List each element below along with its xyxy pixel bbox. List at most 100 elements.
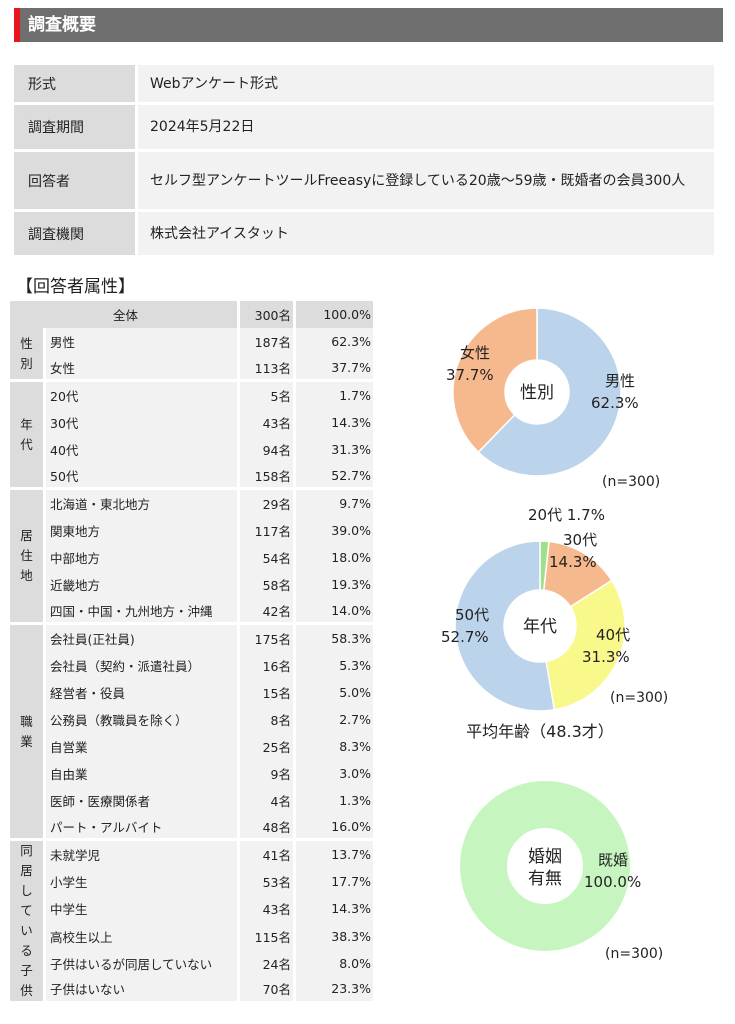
row-pct: 1.7% — [293, 382, 373, 409]
slice-value-label: 14.3% — [549, 553, 597, 571]
row-count: 43名 — [237, 409, 293, 436]
table-row: 関東地方 117名 39.0% — [10, 517, 373, 544]
sample-size-note: (n=300) — [605, 946, 663, 962]
table-row: 近畿地方 58名 19.3% — [10, 571, 373, 598]
row-label: 中部地方 — [46, 544, 237, 571]
row-label: 高校生以上 — [46, 922, 237, 950]
slice-value-label: 52.7% — [441, 628, 489, 646]
slice-value-label: 62.3% — [591, 394, 639, 412]
row-pct: 14.0% — [293, 598, 373, 625]
row-label: パート・アルバイト — [46, 814, 237, 841]
row-count: 24名 — [237, 949, 293, 977]
row-pct: 16.0% — [293, 814, 373, 841]
row-label: 30代 — [46, 409, 237, 436]
table-row: 自営業 25名 8.3% — [10, 733, 373, 760]
row-label: 子供はいない — [46, 976, 237, 1004]
slice-label: 20代 1.7% — [528, 506, 605, 524]
group-label-text: 年代 — [20, 416, 33, 452]
row-pct: 39.0% — [293, 517, 373, 544]
row-pct: 8.0% — [293, 949, 373, 977]
donut-charts: 性別 男性 62.3% 女性 37.7% (n=300) 年代 20代 1.7% 30代 14.3… — [441, 307, 668, 962]
row-pct: 37.7% — [293, 355, 373, 382]
overview-row: 回答者 セルフ型アンケートツールFreeasyに登録している20歳～59歳・既婚… — [14, 152, 714, 212]
row-count: 4名 — [237, 787, 293, 814]
row-label: 50代 — [46, 463, 237, 490]
donut-slice — [477, 307, 622, 477]
row-pct: 5.3% — [293, 652, 373, 679]
table-row: 居住地 北海道・東北地方 29名 9.7% — [10, 490, 373, 625]
row-label: 経営者・役員 — [46, 679, 237, 706]
slice-value-label: 31.3% — [582, 648, 630, 666]
survey-overview-table: 形式 Webアンケート形式 調査期間 2024年5月22日 回答者 セルフ型アン… — [14, 65, 714, 258]
row-count: 16名 — [237, 652, 293, 679]
slice-label: 50代 — [455, 606, 489, 624]
table-row: 子供はいない 70名 23.3% — [10, 976, 373, 1004]
row-label: 北海道・東北地方 — [46, 490, 237, 517]
row-count: 158名 — [237, 463, 293, 490]
row-count: 117名 — [237, 517, 293, 544]
group-label: 同居している子供 — [10, 841, 46, 1004]
row-pct: 14.3% — [293, 409, 373, 436]
overview-key: 回答者 — [14, 152, 138, 212]
table-row: 女性 113名 37.7% — [10, 355, 373, 382]
overview-value: 2024年5月22日 — [138, 105, 714, 152]
row-count: 8名 — [237, 706, 293, 733]
slice-value-label: 37.7% — [446, 366, 494, 384]
row-label: 近畿地方 — [46, 571, 237, 598]
row-count: 41名 — [237, 841, 293, 869]
row-count: 48名 — [237, 814, 293, 841]
sample-size-note: (n=300) — [602, 474, 660, 490]
row-count: 25名 — [237, 733, 293, 760]
row-label: 女性 — [46, 355, 237, 382]
section-title: 調査概要 — [28, 15, 96, 35]
donut-slice — [460, 781, 630, 951]
slice-label: 40代 — [596, 626, 630, 644]
table-row: パート・アルバイト 48名 16.0% — [10, 814, 373, 841]
group-label-text: 職業 — [20, 713, 33, 749]
row-label: 会社員（契約・派遣社員） — [46, 652, 237, 679]
row-count: 29名 — [237, 490, 293, 517]
table-row: 中学生 43名 14.3% — [10, 895, 373, 923]
row-count: 43名 — [237, 895, 293, 923]
row-count: 94名 — [237, 436, 293, 463]
slice-label: 男性 — [605, 372, 635, 390]
row-label: 子供はいるが同居していない — [46, 949, 237, 977]
row-pct: 1.3% — [293, 787, 373, 814]
slice-label: 30代 — [563, 531, 597, 549]
section-header: 調査概要 — [14, 8, 723, 42]
table-row: 中部地方 54名 18.0% — [10, 544, 373, 571]
table-row: 子供はいるが同居していない 24名 8.0% — [10, 949, 373, 977]
row-pct: 3.0% — [293, 760, 373, 787]
row-pct: 9.7% — [293, 490, 373, 517]
row-pct: 18.0% — [293, 544, 373, 571]
slice-value-label: 100.0% — [584, 873, 641, 891]
row-label: 小学生 — [46, 868, 237, 896]
table-row: 同居している子供 未就学児 41名 13.7% — [10, 841, 373, 1004]
table-row: 経営者・役員 15名 5.0% — [10, 679, 373, 706]
row-pct: 38.3% — [293, 922, 373, 950]
charts-panel: 性別 男性 62.3% 女性 37.7% (n=300) 年代 20代 1.7% 30代 14.3… — [380, 290, 735, 1024]
row-pct: 5.0% — [293, 679, 373, 706]
row-pct: 23.3% — [293, 976, 373, 1004]
row-pct: 17.7% — [293, 868, 373, 896]
total-count: 300名 — [237, 301, 293, 328]
row-count: 70名 — [237, 976, 293, 1004]
group-label-text: 居住地 — [20, 528, 33, 583]
row-count: 53名 — [237, 868, 293, 896]
table-row: 四国・中国・九州地方・沖縄 42名 14.0% — [10, 598, 373, 625]
slice-label: 既婚 — [598, 851, 628, 869]
overview-value: 株式会社アイスタット — [138, 212, 714, 258]
group-label: 居住地 — [10, 490, 46, 625]
table-row: 高校生以上 115名 38.3% — [10, 922, 373, 950]
sample-size-note: (n=300) — [610, 690, 668, 706]
row-count: 5名 — [237, 382, 293, 409]
row-count: 9名 — [237, 760, 293, 787]
attributes-title: 【回答者属性】 — [16, 277, 135, 297]
row-count: 175名 — [237, 625, 293, 652]
row-label: 自由業 — [46, 760, 237, 787]
row-pct: 8.3% — [293, 733, 373, 760]
table-row: 性別 男性 187名 62.3% — [10, 328, 373, 382]
overview-row: 形式 Webアンケート形式 — [14, 65, 714, 105]
table-row-total: 全体 300名 100.0% — [10, 301, 373, 328]
row-label: 四国・中国・九州地方・沖縄 — [46, 598, 237, 625]
